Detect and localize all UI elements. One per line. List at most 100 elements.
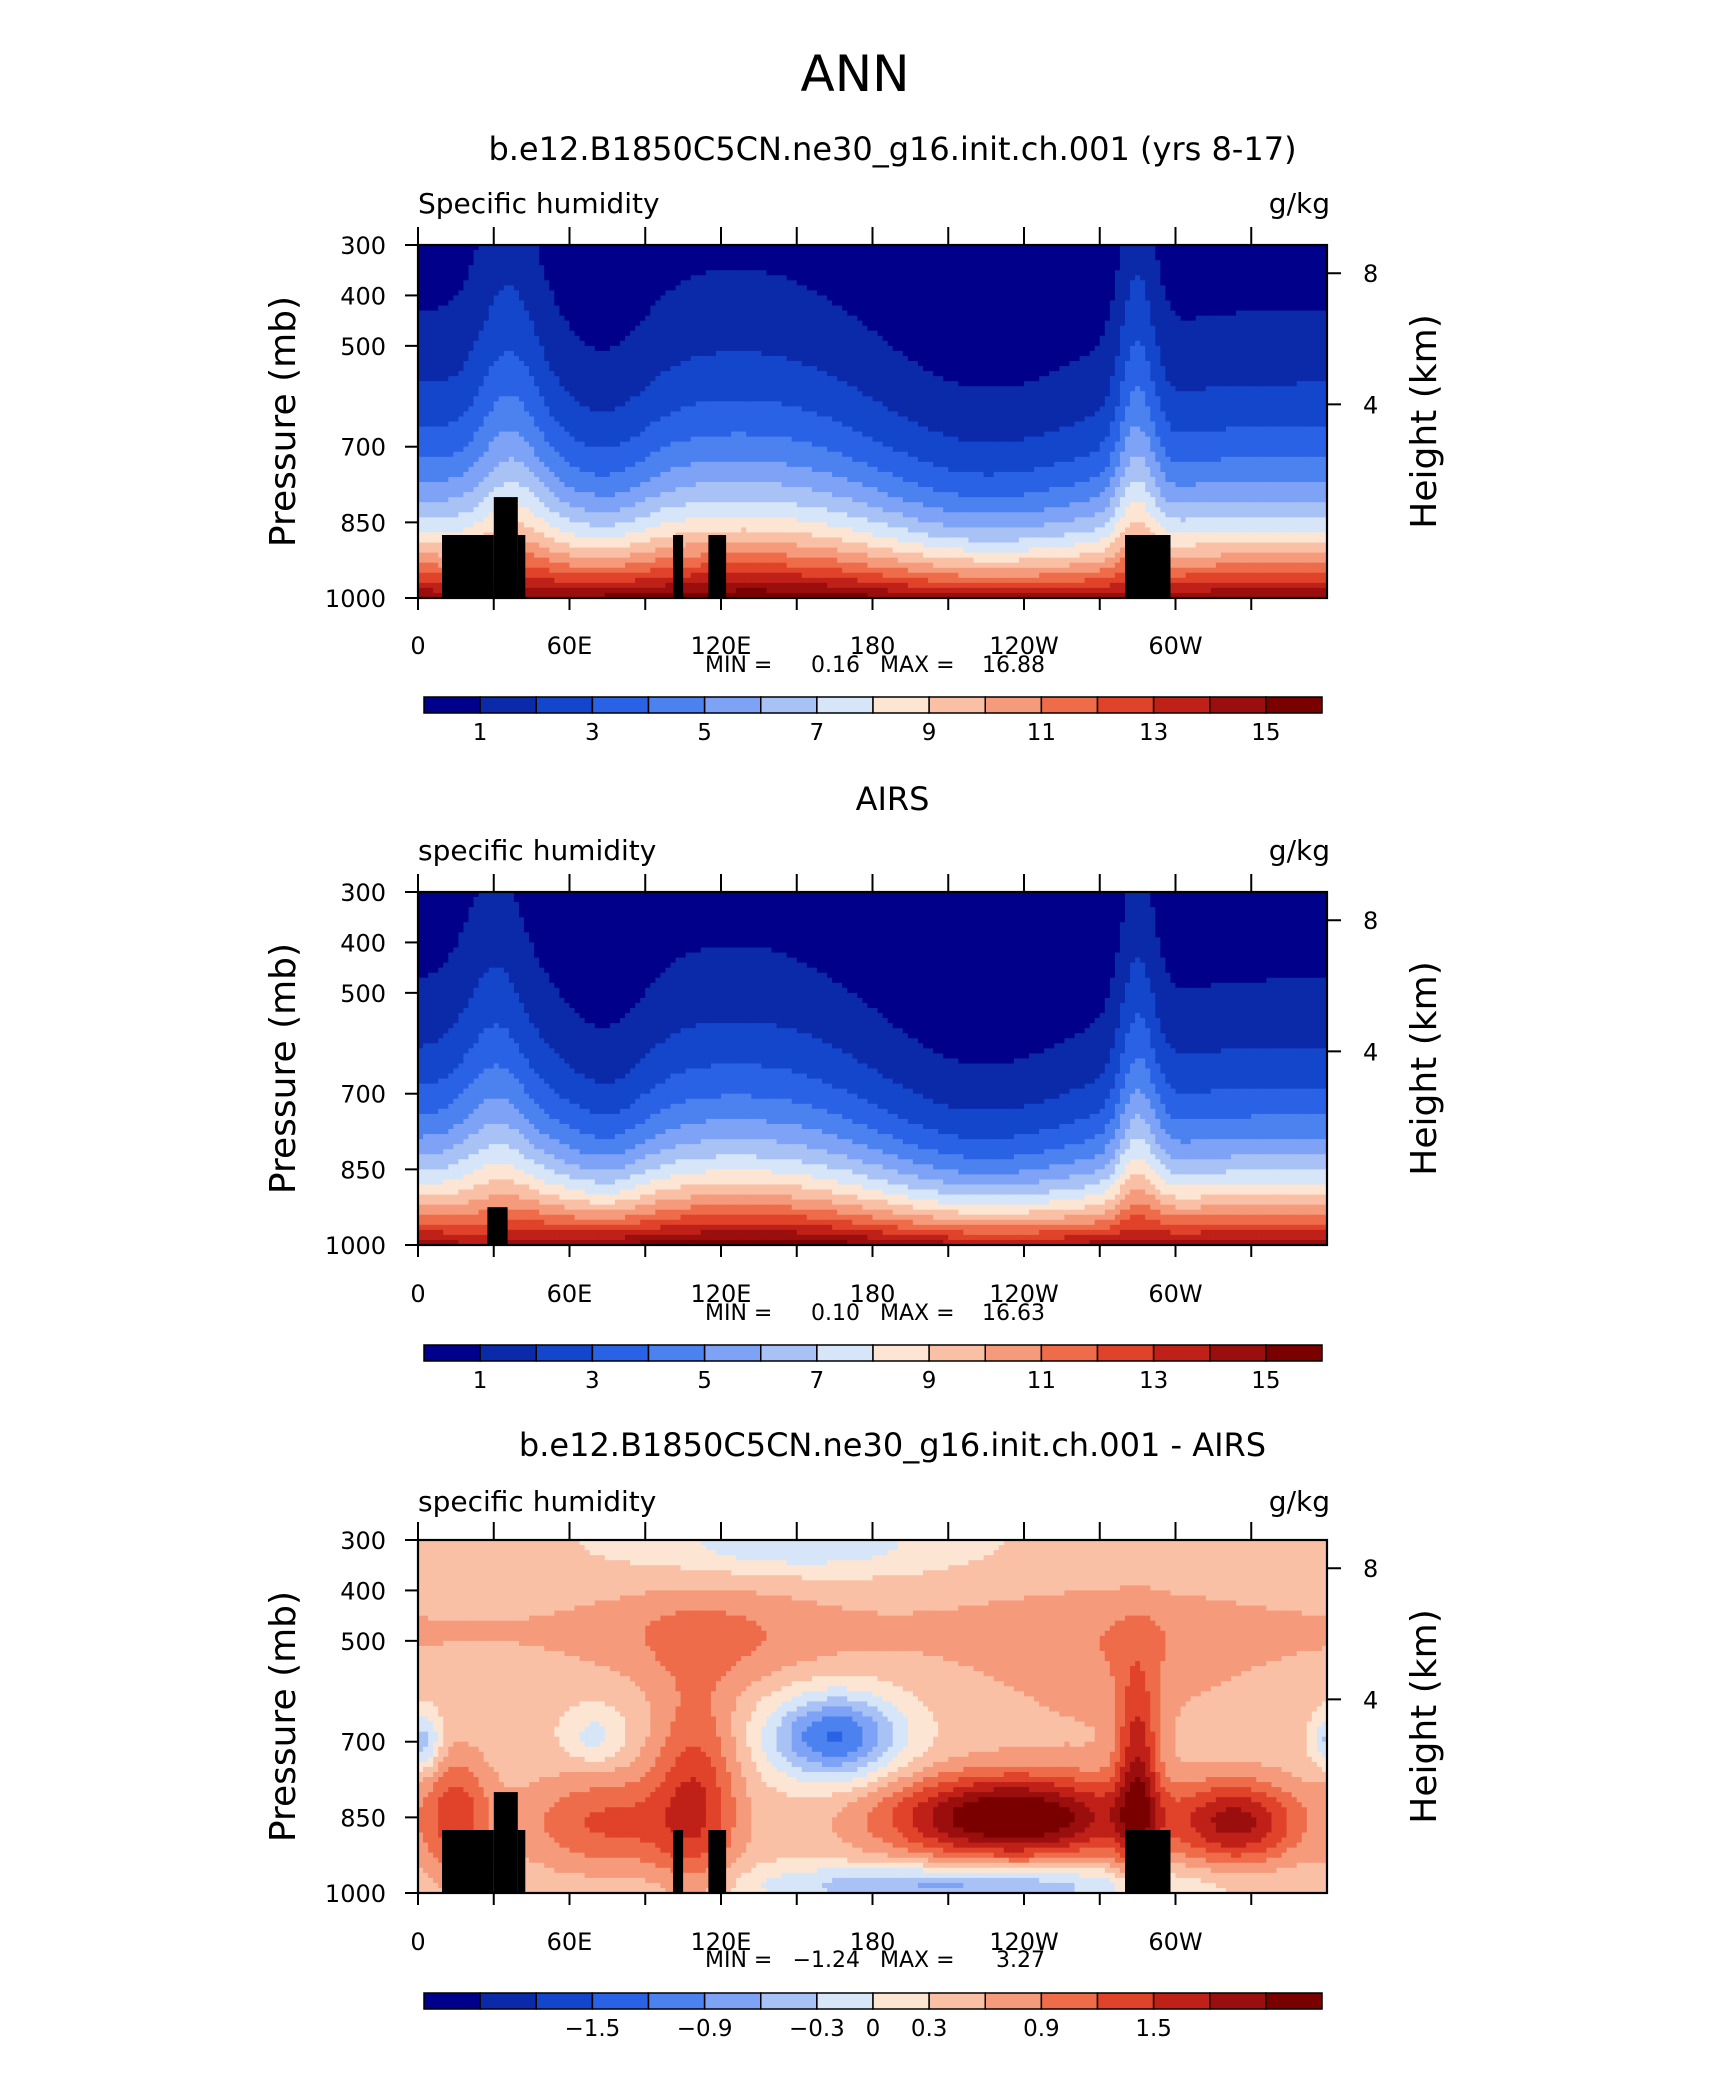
colorbar-label: 1: [473, 1368, 488, 1394]
x-tick-label: 0: [410, 1928, 425, 1956]
y-tick-label: 850: [340, 1804, 386, 1832]
colorbar-swatch: [873, 1993, 929, 2009]
units-label: g/kg: [1269, 187, 1330, 220]
colorbar-label: 11: [1027, 1368, 1056, 1394]
contour-field: [418, 892, 1328, 1246]
colorbar-swatch: [1154, 1345, 1210, 1361]
colorbar-swatch: [1154, 697, 1210, 713]
colorbar-label: 7: [810, 720, 825, 746]
height-tick-label: 8: [1363, 907, 1378, 935]
height-tick-label: 4: [1363, 391, 1378, 419]
x-tick-label: 60W: [1148, 1928, 1202, 1956]
colorbar-swatch: [985, 1993, 1041, 2009]
height-tick-label: 4: [1363, 1686, 1378, 1714]
land-mask: [442, 1830, 494, 1893]
colorbar-label: 11: [1027, 720, 1056, 746]
min-value: 0.16: [811, 653, 860, 678]
colorbar-swatch: [480, 697, 536, 713]
colorbar-label: 15: [1251, 1368, 1280, 1394]
x-tick-label: 60W: [1148, 632, 1202, 660]
units-label: g/kg: [1269, 834, 1330, 867]
height-tick-label: 8: [1363, 1555, 1378, 1583]
land-mask: [708, 535, 726, 598]
colorbar-label: 5: [697, 1368, 712, 1394]
colorbar-swatch: [929, 697, 985, 713]
min-value: 0.10: [811, 1301, 860, 1326]
colorbar-label: 0.3: [911, 2016, 948, 2042]
colorbar-label: 5: [697, 720, 712, 746]
y-tick-label: 1000: [325, 1880, 386, 1908]
panel-title: b.e12.B1850C5CN.ne30_g16.init.ch.001 (yr…: [488, 130, 1296, 168]
colorbar-label: 0.9: [1023, 2016, 1060, 2042]
min-label: MIN =: [705, 653, 772, 678]
colorbar-swatch: [1266, 1993, 1322, 2009]
min-label: MIN =: [705, 1948, 772, 1973]
colorbar-swatch: [649, 697, 705, 713]
x-tick-label: 0: [410, 632, 425, 660]
colorbar-swatch: [649, 1993, 705, 2009]
colorbar-swatch: [873, 1345, 929, 1361]
panel-3: b.e12.B1850C5CN.ne30_g16.init.ch.001 - A…: [263, 1426, 1445, 2042]
colorbar-swatch: [761, 1345, 817, 1361]
colorbar-label: 1: [473, 720, 488, 746]
colorbar-swatch: [1154, 1993, 1210, 2009]
colorbar-swatch: [536, 1993, 592, 2009]
y-tick-label: 300: [340, 232, 386, 260]
y-axis-title-right: Height (km): [1404, 314, 1445, 528]
y-tick-label: 700: [340, 1729, 386, 1757]
colorbar-swatch: [536, 1345, 592, 1361]
colorbar-swatch: [1041, 1345, 1097, 1361]
land-mask: [518, 1830, 526, 1893]
y-tick-label: 400: [340, 282, 386, 310]
colorbar-swatch: [817, 697, 873, 713]
max-value: 16.88: [982, 653, 1045, 678]
colorbar-label: 15: [1251, 720, 1280, 746]
colorbar: −1.5 −0.9 −0.3 0 0.3 0.9 1.5: [424, 1993, 1322, 2042]
colorbar-swatch: [929, 1993, 985, 2009]
colorbar-swatch: [705, 1993, 761, 2009]
page-title: ANN: [800, 45, 909, 103]
colorbar-label: 7: [810, 1368, 825, 1394]
y-tick-label: 700: [340, 434, 386, 462]
colorbar-swatch: [1210, 1345, 1266, 1361]
colorbar-label: −1.5: [564, 2016, 620, 2042]
max-value: 16.63: [982, 1301, 1045, 1326]
colorbar-swatch: [1210, 697, 1266, 713]
colorbar-swatch: [424, 1345, 480, 1361]
colorbar-swatch: [536, 697, 592, 713]
variable-label: Specific humidity: [418, 187, 660, 220]
x-tick-label: 60E: [547, 1280, 593, 1308]
x-tick-label: 60E: [547, 632, 593, 660]
colorbar-swatch: [1266, 1345, 1322, 1361]
colorbar-swatch: [649, 1345, 705, 1361]
contour-field: [418, 245, 1328, 599]
colorbar-label: 13: [1139, 1368, 1168, 1394]
colorbar-label: 1.5: [1135, 2016, 1172, 2042]
y-tick-label: 300: [340, 879, 386, 907]
y-tick-label: 400: [340, 929, 386, 957]
y-tick-label: 700: [340, 1081, 386, 1109]
colorbar-label: −0.3: [789, 2016, 845, 2042]
land-mask: [494, 497, 518, 598]
y-axis-title: Pressure (mb): [263, 296, 304, 547]
x-tick-label: 60E: [547, 1928, 593, 1956]
land-mask: [1125, 535, 1171, 598]
max-label: MAX =: [880, 653, 955, 678]
colorbar-swatch: [1266, 697, 1322, 713]
colorbar-swatch: [480, 1993, 536, 2009]
y-tick-label: 1000: [325, 1232, 386, 1260]
land-mask: [708, 1830, 726, 1893]
panel-title: b.e12.B1850C5CN.ne30_g16.init.ch.001 - A…: [519, 1426, 1266, 1464]
land-mask: [673, 535, 683, 598]
colorbar-label: 9: [922, 1368, 937, 1394]
min-label: MIN =: [705, 1301, 772, 1326]
colorbar-swatch: [929, 1345, 985, 1361]
colorbar-swatch: [761, 1993, 817, 2009]
y-axis-title-right: Height (km): [1404, 1609, 1445, 1823]
panels: b.e12.B1850C5CN.ne30_g16.init.ch.001 (yr…: [263, 130, 1445, 2042]
y-axis-title: Pressure (mb): [263, 943, 304, 1194]
colorbar-swatch: [1041, 697, 1097, 713]
land-mask: [494, 1792, 518, 1893]
